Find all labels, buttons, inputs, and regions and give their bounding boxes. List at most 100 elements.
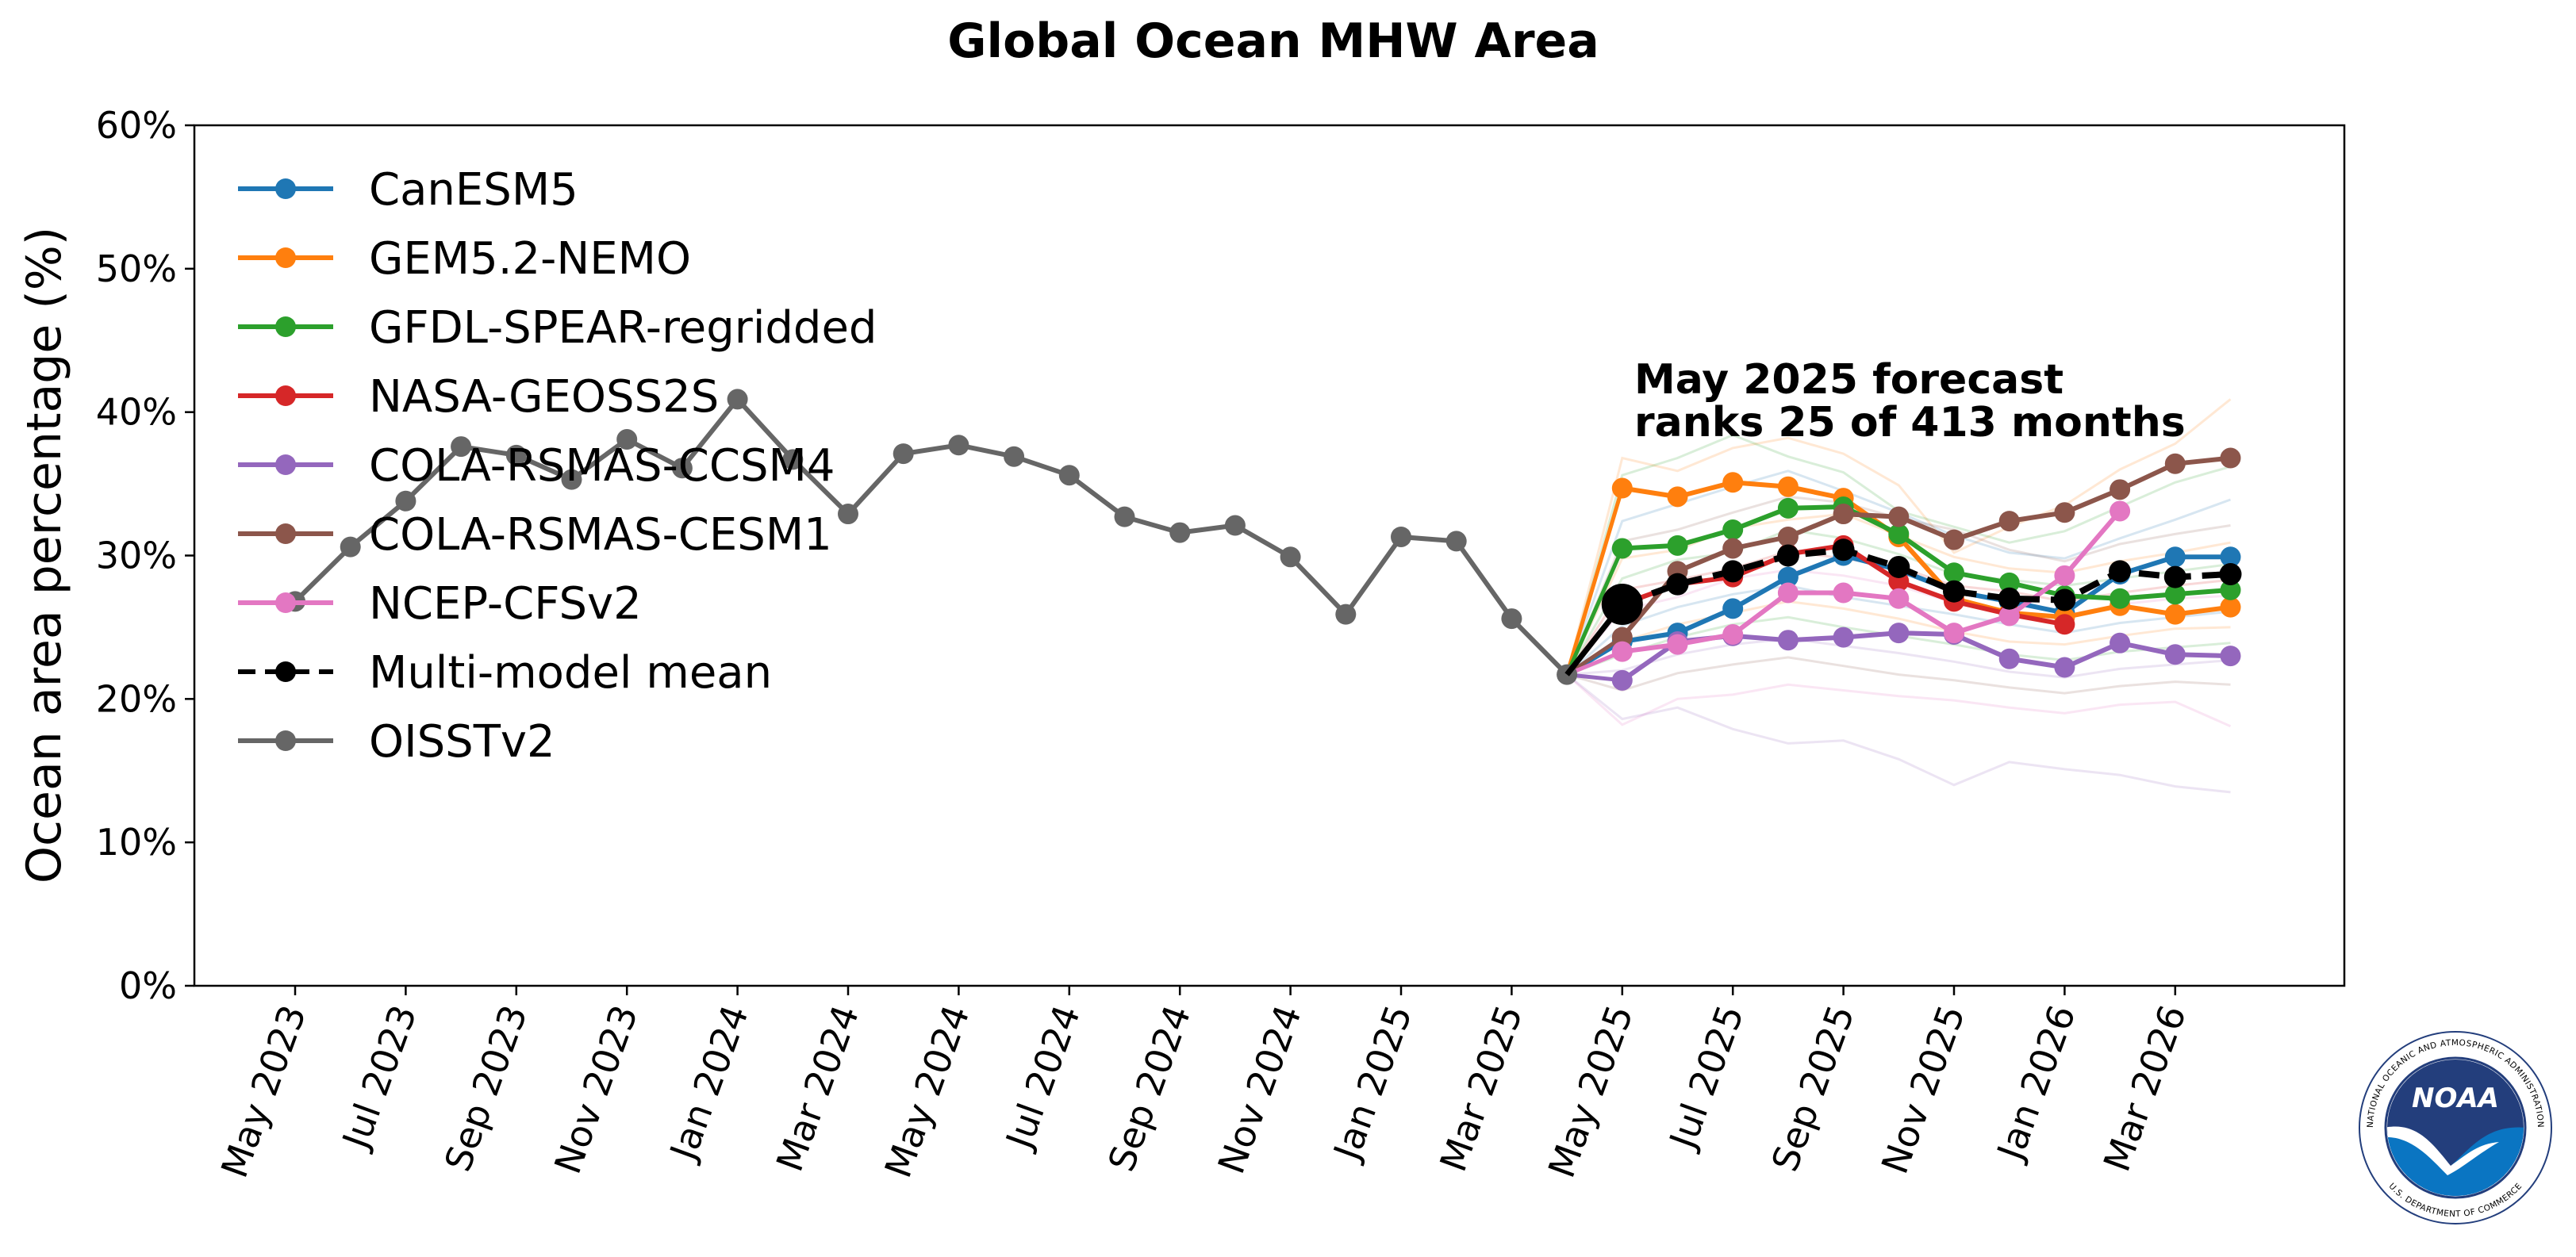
x-tick-label: Jan 2025 — [1324, 999, 1420, 1167]
series-line — [1622, 509, 2122, 654]
observed-point — [671, 458, 693, 479]
annotation-line-1: May 2025 forecast — [1634, 356, 2063, 404]
observed-point — [893, 443, 914, 465]
mean-point — [1666, 573, 1689, 596]
legend-entry: GEM5.2-NEMO — [238, 233, 691, 285]
y-tick-label: 0% — [119, 964, 177, 1007]
series-point — [1611, 641, 1633, 662]
mean-point — [2163, 565, 2186, 588]
legend-label: COLA-RSMAS-CESM1 — [369, 509, 832, 561]
y-tick-label: 30% — [96, 535, 177, 577]
series-point — [1888, 506, 1910, 527]
x-tick-label: Sep 2025 — [1763, 999, 1862, 1177]
legend-label: Multi-model mean — [369, 647, 772, 699]
legend-label: CanESM5 — [369, 164, 578, 216]
series-point — [1611, 669, 1633, 691]
axes: 0%10%20%30%40%50%60%May 2023 Jul 2023 Sep … — [96, 104, 2194, 1183]
observed-point — [1335, 604, 1357, 625]
observed-point — [1169, 522, 1191, 543]
series-point — [2164, 604, 2186, 625]
observed-point — [505, 444, 527, 466]
legend-entry: COLA-RSMAS-CCSM4 — [238, 440, 835, 492]
series-point — [2164, 644, 2186, 665]
legend-marker — [275, 730, 296, 751]
series-point — [1667, 486, 1688, 508]
series-point — [1667, 535, 1688, 556]
legend-label: GFDL-SPEAR-regridded — [369, 302, 877, 354]
y-tick-label: 20% — [96, 677, 177, 720]
x-tick-label: May 2025 — [1540, 999, 1641, 1183]
observed-point — [451, 436, 472, 458]
legend-marker — [275, 454, 296, 475]
legend-marker — [275, 523, 296, 544]
series-point — [2164, 453, 2186, 474]
observed-point — [1114, 506, 1135, 527]
legend-marker — [275, 661, 296, 682]
series-point — [1611, 627, 1633, 648]
observed-point — [1445, 531, 1467, 552]
series-point — [1777, 582, 1799, 604]
series-point — [1722, 598, 1744, 619]
legend-label: NCEP-CFSv2 — [369, 578, 642, 630]
series-point — [2220, 546, 2241, 568]
series-cola-rsmas-cesm1 — [1565, 447, 2241, 676]
series-point — [1833, 504, 1854, 525]
series-point — [2164, 584, 2186, 605]
series-point — [1998, 572, 2020, 593]
series-point — [1777, 476, 1799, 497]
series-point — [1777, 630, 1799, 651]
legend-marker — [275, 247, 296, 268]
ensemble-member-line — [1566, 673, 2231, 794]
x-tick-label: Nov 2023 — [546, 999, 646, 1179]
series-point — [1944, 623, 1964, 644]
noaa-wordmark: NOAA — [2412, 1083, 2499, 1114]
series-point — [1777, 526, 1799, 547]
mean-point — [1722, 560, 1745, 583]
mean-point — [1887, 555, 1910, 578]
series-point — [1998, 511, 2020, 532]
mean-point — [1943, 580, 1965, 603]
y-tick-label: 60% — [96, 104, 177, 147]
legend-label: COLA-RSMAS-CCSM4 — [369, 440, 835, 492]
observed-point — [838, 504, 858, 525]
series-connector-line — [1564, 487, 1625, 676]
legend-entry: COLA-RSMAS-CESM1 — [238, 509, 832, 561]
x-tick-label: Jul 2024 — [996, 999, 1088, 1155]
mean-point — [1601, 583, 1643, 625]
legend-marker — [275, 592, 296, 613]
ensemble-member-line — [1566, 673, 2232, 728]
series-point — [2054, 502, 2075, 523]
series-point — [1888, 588, 1910, 609]
series-point — [2220, 646, 2241, 667]
legend-entry: GFDL-SPEAR-regridded — [238, 302, 877, 354]
series-point — [1667, 634, 1688, 655]
series-point — [2110, 632, 2131, 653]
mean-point — [2053, 588, 2076, 611]
mean-point — [1998, 587, 2021, 610]
series-point — [1611, 538, 1633, 559]
legend-entry: NCEP-CFSv2 — [238, 578, 642, 630]
series-point — [2164, 546, 2186, 568]
y-tick-label: 40% — [96, 391, 177, 434]
observed-point — [782, 449, 804, 470]
series-point — [2110, 479, 2131, 500]
observed-point — [1058, 465, 1080, 486]
observed-point — [616, 429, 638, 450]
series-point — [2054, 657, 2075, 678]
x-tick-label: Nov 2024 — [1209, 999, 1309, 1179]
y-axis-label: Ocean area percentage (%) — [17, 227, 72, 883]
observed-point — [1501, 608, 1522, 630]
series-point — [2110, 500, 2131, 522]
mean-point — [1832, 538, 1855, 561]
observed-point — [948, 435, 969, 456]
series-point — [1722, 538, 1744, 559]
x-tick-label: Sep 2023 — [436, 999, 536, 1177]
ensemble-member-line — [1566, 656, 2231, 695]
y-tick-label: 50% — [96, 247, 177, 290]
series-point — [2054, 565, 2075, 586]
series-point — [1722, 519, 1744, 540]
x-tick-label: Sep 2024 — [1100, 999, 1199, 1177]
series-point — [1888, 523, 1910, 545]
series-point — [1944, 562, 1964, 584]
